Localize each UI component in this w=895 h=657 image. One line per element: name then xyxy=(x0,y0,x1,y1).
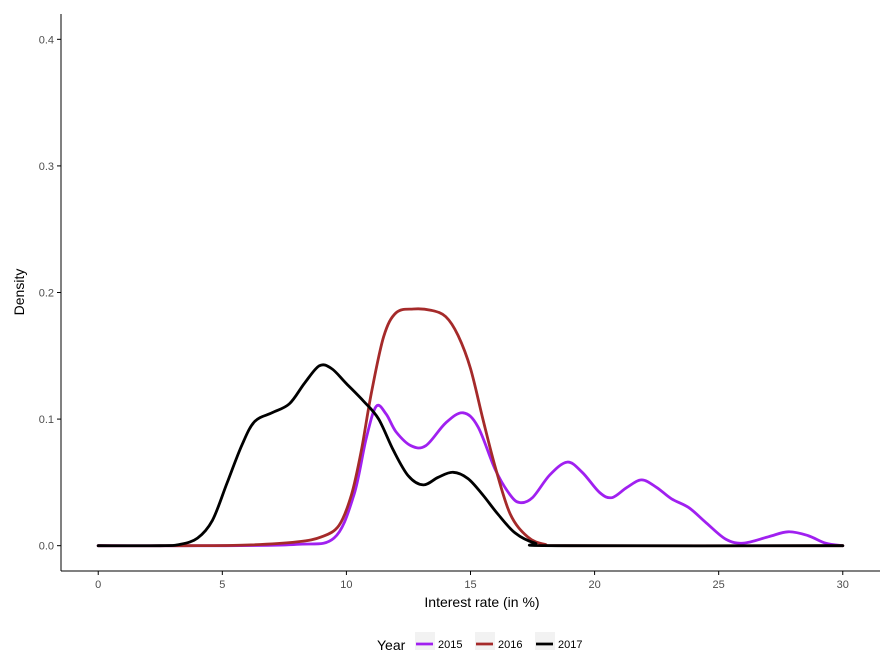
axes xyxy=(60,14,880,572)
legend-label-2015: 2015 xyxy=(438,639,462,651)
x-tick-label: 0 xyxy=(95,579,101,591)
y-tick-label: 0.2 xyxy=(39,288,54,300)
x-ticks: 0 5 10 15 20 25 30 xyxy=(95,571,849,591)
legend: Year 2015 2016 2017 xyxy=(377,632,582,653)
series-line-2016 xyxy=(96,307,845,548)
y-axis-title: Density xyxy=(11,269,27,316)
y-ticks: 0.0 0.1 0.2 0.3 0.4 xyxy=(39,34,61,553)
y-tick-label: 0.1 xyxy=(39,414,54,426)
legend-label-2016: 2016 xyxy=(498,639,522,651)
y-tick-label: 0.4 xyxy=(39,34,54,46)
legend-label-2017: 2017 xyxy=(558,639,582,651)
series-line-2017 xyxy=(96,363,845,548)
series-lines xyxy=(96,307,845,548)
series-line-2015 xyxy=(96,403,845,548)
x-tick-label: 20 xyxy=(588,579,600,591)
x-tick-label: 10 xyxy=(340,579,352,591)
x-axis-title: Interest rate (in %) xyxy=(424,594,539,610)
y-tick-label: 0.0 xyxy=(39,541,54,553)
legend-key-bg xyxy=(415,632,435,650)
x-tick-label: 5 xyxy=(219,579,225,591)
x-tick-label: 30 xyxy=(837,579,849,591)
y-tick-label: 0.3 xyxy=(39,161,54,173)
x-tick-label: 25 xyxy=(713,579,725,591)
x-tick-label: 15 xyxy=(464,579,476,591)
legend-key-bg xyxy=(475,632,495,650)
legend-title: Year xyxy=(377,637,406,652)
legend-key-bg xyxy=(535,632,555,650)
